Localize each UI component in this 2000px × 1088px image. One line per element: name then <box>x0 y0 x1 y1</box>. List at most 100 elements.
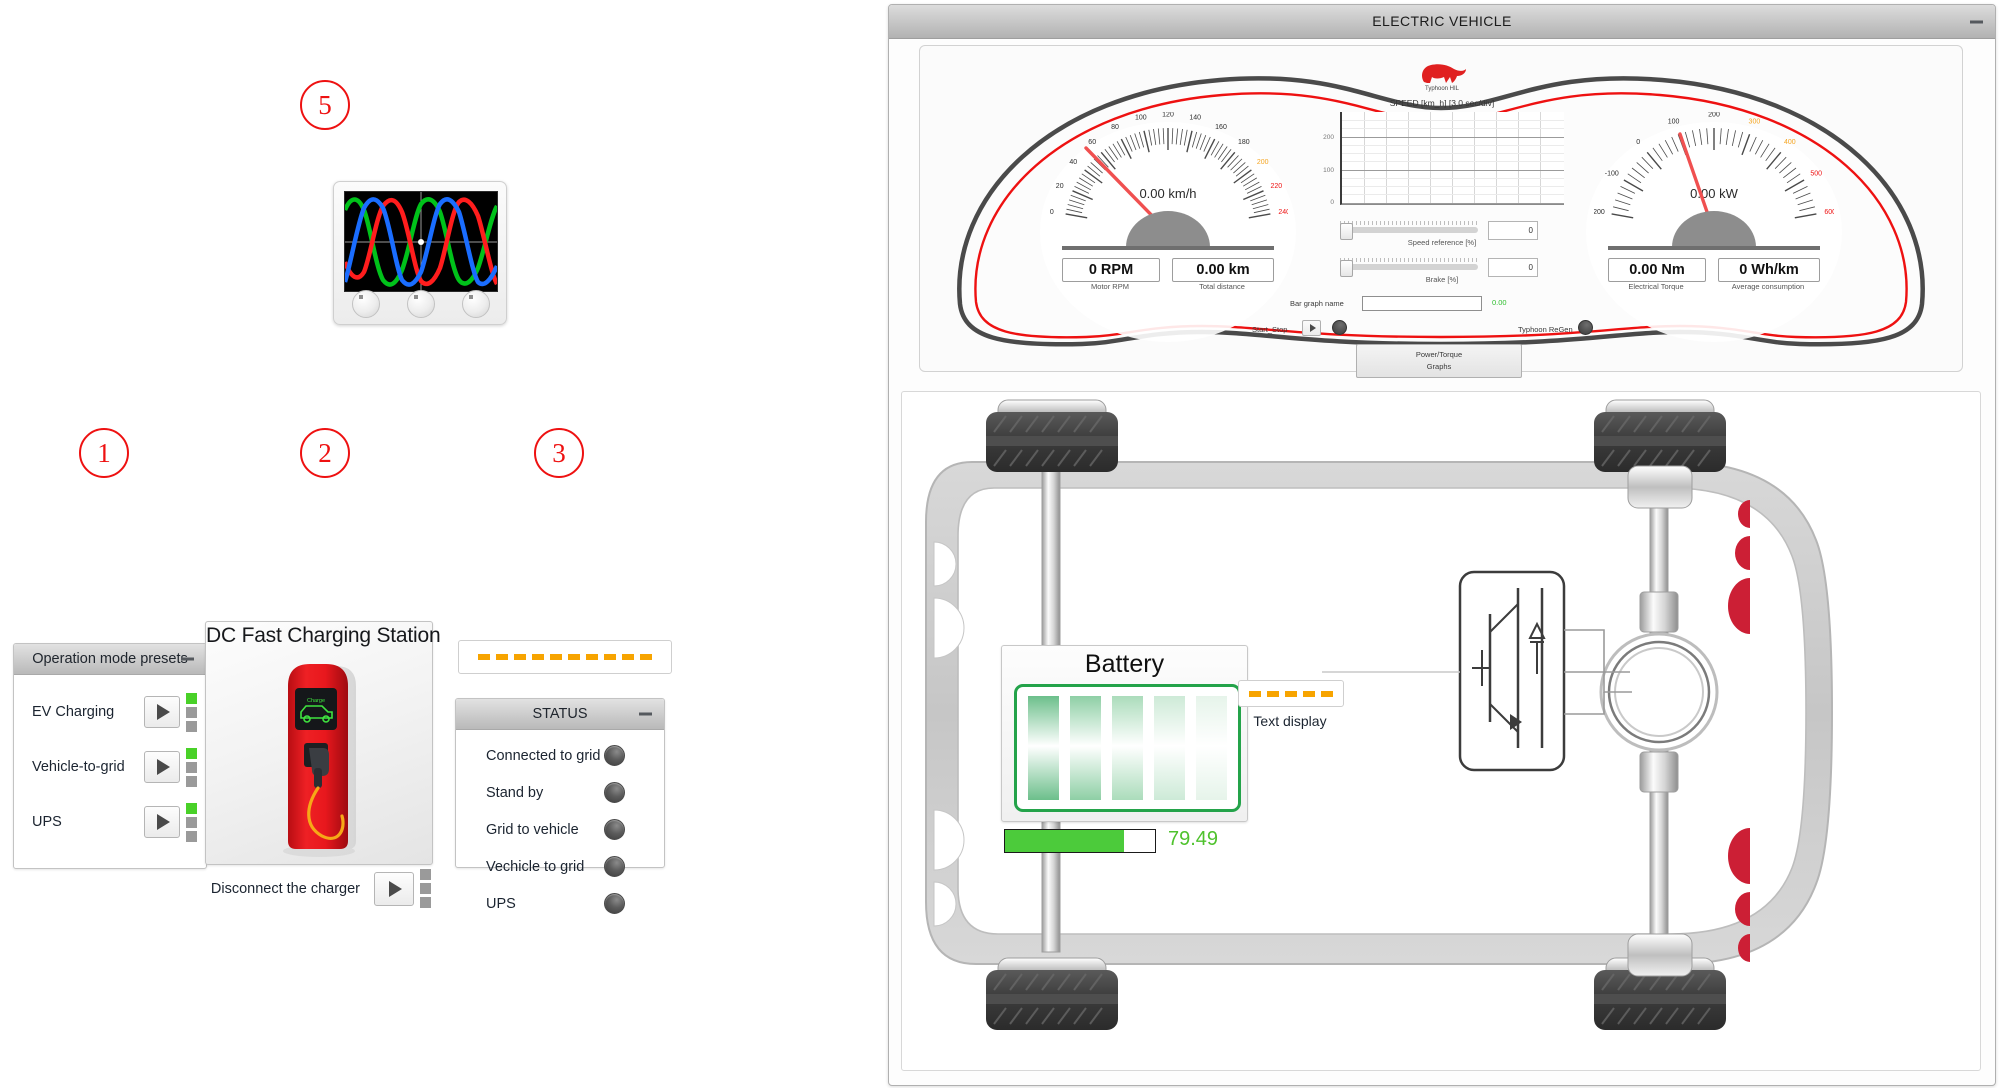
status-title-label: STATUS <box>532 706 588 722</box>
speed-reference-value[interactable]: 0 <box>1488 221 1538 240</box>
start-stop-button[interactable] <box>1302 320 1321 336</box>
preset-play-button-ev-charging[interactable] <box>144 696 180 728</box>
battery-cell <box>1196 696 1227 800</box>
three-phase-scope-widget[interactable] <box>333 181 507 325</box>
brake-slider-thumb[interactable] <box>1340 260 1353 277</box>
preset-led-1 <box>186 692 197 704</box>
elephant-logo <box>1422 64 1466 83</box>
speedometer-scale: 0 20 40 60 80 100 120 140 160 180 200 220 240 <box>1050 112 1288 219</box>
status-panel: STATUS Connected to grid Stand by Grid t… <box>455 698 665 915</box>
gauge-tick-label: 40 <box>1069 159 1077 166</box>
typhoon-regen-label: Typhoon ReGen <box>1518 325 1573 334</box>
gauge-tick-label: 100 <box>1135 115 1147 122</box>
scope-knob-2[interactable] <box>407 290 435 318</box>
disconnect-charger-label: Disconnect the charger <box>210 880 360 897</box>
bar-graph-label: Bar graph name <box>1290 299 1344 308</box>
status-led <box>604 819 625 841</box>
motor-rpm-caption: Motor RPM <box>1091 282 1129 291</box>
speed-chart: SPEED [km_h] [3.0 sec/div] 200 100 0 <box>1310 98 1574 210</box>
wheel-rear-left <box>1594 399 1726 509</box>
gauge-tick-label: 100 <box>1668 119 1680 126</box>
slider-track[interactable] <box>1340 227 1478 233</box>
preset-led-stack <box>186 802 197 842</box>
preset-play-button-vehicle-to-grid[interactable] <box>144 751 180 783</box>
power-meter-scale: -200 -100 0 100 200 300 400 500 600 <box>1594 112 1834 219</box>
preset-led-3 <box>186 775 197 787</box>
speed-reference-slider-thumb[interactable] <box>1340 223 1353 240</box>
preset-led-3 <box>186 720 197 732</box>
status-row-ups: UPS <box>456 885 664 923</box>
preset-label: EV Charging <box>32 704 115 720</box>
preset-led-stack <box>186 747 197 787</box>
speed-chart-title: SPEED [km_h] [3.0 sec/div] <box>1389 98 1495 108</box>
vehicle-chassis-diagram <box>925 399 1834 1030</box>
minimize-icon[interactable] <box>181 657 194 661</box>
preset-led-2 <box>186 706 197 718</box>
preset-label: UPS <box>32 814 62 830</box>
minimize-icon[interactable] <box>1970 20 1983 23</box>
callout-1: 1 <box>79 428 129 478</box>
battery-cell <box>1154 696 1185 800</box>
speed-chart-plot <box>1340 112 1564 205</box>
station-title: DC Fast Charging Station <box>206 624 441 647</box>
status-title: STATUS <box>456 699 664 730</box>
play-icon <box>157 704 170 720</box>
svg-text:Charge: Charge <box>307 698 325 704</box>
gauge-tick-label: 120 <box>1162 112 1174 119</box>
vehicle-chassis-panel <box>901 391 1981 1071</box>
presets-title: Operation mode presets <box>14 644 206 675</box>
total-distance-value: 0.00 km <box>1172 258 1274 282</box>
minimize-icon[interactable] <box>639 712 652 716</box>
play-icon <box>389 880 402 897</box>
preset-led-3 <box>186 830 197 842</box>
gauge-tick-label: 80 <box>1111 124 1119 131</box>
battery-title: Battery <box>1084 650 1165 678</box>
electric-motor-symbol <box>1599 632 1719 752</box>
callout-3: 3 <box>534 428 584 478</box>
power-torque-line2: Graphs <box>1426 362 1452 371</box>
gauge-tick-label: 0 <box>1050 209 1054 216</box>
gauge-tick-label: 160 <box>1215 124 1227 131</box>
preset-row-ev-charging: EV Charging <box>14 689 206 735</box>
gauge-tick-label: 180 <box>1238 139 1250 146</box>
status-led <box>604 745 625 767</box>
power-torque-line1: Power/Torque <box>1415 350 1463 359</box>
power-torque-graphs-button[interactable]: Power/Torque Graphs <box>1356 344 1522 378</box>
status-row-stand-by: Stand by <box>456 774 664 812</box>
bar-graph-row: Bar graph name 0.00 <box>1290 296 1600 314</box>
wheel-front-right <box>986 957 1118 1030</box>
gauge-tick-label: 600 <box>1824 209 1834 216</box>
instrument-cluster: Typhoon HIL 0 20 40 60 80 100 120 140 160 180 200 2… <box>919 45 1963 378</box>
disconnect-charger-button[interactable] <box>374 871 414 906</box>
status-label: Stand by <box>486 784 544 801</box>
status-label: Vechicle to grid <box>486 858 585 875</box>
speed-reference-slider-row: 0 Speed reference [%] <box>1310 221 1574 247</box>
preset-play-button-ups[interactable] <box>144 806 180 838</box>
status-label: UPS <box>486 895 516 912</box>
slider-track[interactable] <box>1340 264 1478 270</box>
gauge-tick-label: 0 <box>1636 139 1640 146</box>
status-row-grid-to-vehicle: Grid to vehicle <box>456 811 664 849</box>
wheel-front-left <box>986 399 1118 472</box>
scope-knob-3[interactable] <box>462 290 490 318</box>
brake-value[interactable]: 0 <box>1488 258 1538 277</box>
chart-ytick-100: 100 <box>1323 167 1334 174</box>
gauge-tick-label: 200 <box>1257 159 1269 166</box>
speedometer: 0 20 40 60 80 100 120 140 160 180 200 220 240 0.00 k… <box>1048 112 1288 297</box>
average-consumption-caption: Average consumption <box>1731 282 1805 291</box>
battery-cell <box>1112 696 1143 800</box>
preset-row-ups: UPS <box>14 799 206 845</box>
total-distance-caption: Total distance <box>1199 282 1245 291</box>
brake-caption: Brake [%] <box>1425 275 1459 284</box>
preset-row-vehicle-to-grid: Vehicle-to-grid <box>14 744 206 790</box>
text-display-4[interactable] <box>1238 680 1344 707</box>
disconnect-charger-row: Disconnect the charger <box>205 869 431 908</box>
scope-knob-1[interactable] <box>352 290 380 318</box>
preset-led-2 <box>186 761 197 773</box>
disconnect-led-2 <box>420 883 431 894</box>
status-label: Connected to grid <box>486 747 601 764</box>
text-display-3[interactable] <box>458 640 672 674</box>
dc-charger-illustration: Charge <box>283 664 356 857</box>
preset-label: Vehicle-to-grid <box>32 759 125 775</box>
